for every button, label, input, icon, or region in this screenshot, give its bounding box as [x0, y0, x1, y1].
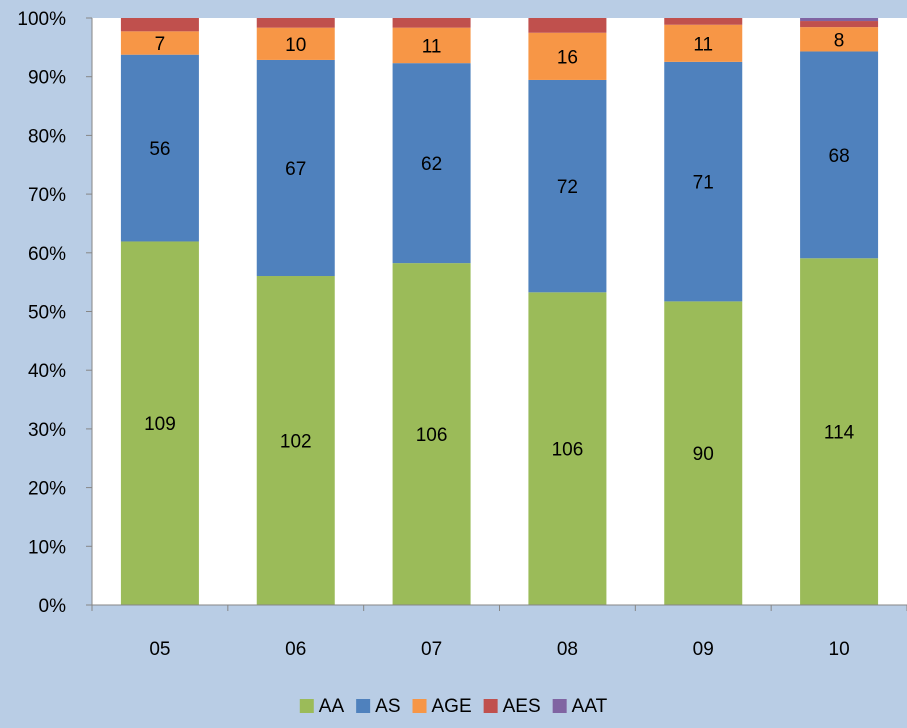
data-label-aa-05: 109	[144, 414, 176, 435]
y-tick-label: 80%	[28, 126, 66, 147]
data-label-as-09: 71	[693, 173, 714, 194]
x-tick-label-09: 09	[693, 639, 714, 660]
x-tick-label-10: 10	[829, 639, 850, 660]
y-tick-label: 50%	[28, 303, 66, 324]
data-label-aa-10: 114	[824, 423, 855, 444]
bar-aes-05	[120, 18, 199, 32]
bar-aa-09	[664, 301, 743, 605]
y-tick-label: 0%	[39, 596, 67, 617]
x-tick-label-08: 08	[557, 639, 578, 660]
data-label-aa-08: 106	[552, 440, 584, 461]
data-label-age-08: 16	[557, 47, 578, 68]
bars-group	[120, 18, 879, 606]
bar-age-07	[392, 27, 471, 64]
data-label-age-09: 11	[693, 34, 713, 55]
bar-age-08	[528, 32, 607, 80]
y-tick-label: 30%	[28, 420, 66, 441]
axes-group: 0% 10% 20% 30% 40% 50% 60% 70% 80% 90% 100% 05 06 07 0…	[17, 9, 907, 660]
legend-swatch-aat	[552, 699, 567, 713]
bar-age-06	[256, 27, 335, 60]
x-tick-label-07: 07	[421, 639, 442, 660]
legend-label-aa: AA	[319, 696, 345, 717]
data-label-aa-09: 90	[693, 444, 714, 465]
y-tick-label: 40%	[28, 361, 66, 382]
data-labels-group: 109 56 7 102 67 10 106 62 11 106 72 16 90 71 11 114 68 8	[144, 30, 855, 465]
bar-aa-07	[392, 263, 471, 605]
bar-age-05	[120, 31, 199, 55]
bar-aes-09	[664, 18, 743, 25]
plot-area	[92, 18, 907, 605]
bar-aes-06	[256, 18, 335, 28]
bar-aat-10	[800, 18, 879, 22]
y-tick-label: 100%	[17, 9, 66, 30]
bar-age-10	[800, 27, 879, 52]
bar-as-06	[256, 59, 335, 277]
bar-aa-06	[256, 276, 335, 605]
legend-swatch-aa	[299, 699, 314, 713]
x-tick-label-05: 05	[149, 639, 170, 660]
legend-label-aat: AAT	[572, 696, 608, 717]
bar-aa-10	[800, 258, 879, 605]
data-label-aa-07: 106	[416, 425, 448, 446]
legend-label-aes: AES	[503, 696, 541, 717]
data-label-age-07: 11	[422, 36, 442, 57]
data-label-as-07: 62	[421, 154, 442, 175]
bar-as-08	[528, 79, 607, 293]
y-tick-label: 90%	[28, 68, 66, 89]
legend-swatch-as	[356, 699, 371, 713]
legend-swatch-age	[412, 699, 427, 713]
data-label-age-10: 8	[834, 30, 845, 51]
data-label-as-06: 67	[285, 159, 306, 180]
bar-aa-08	[528, 292, 607, 605]
data-label-age-06: 10	[285, 35, 306, 56]
legend-label-as: AS	[375, 696, 400, 717]
bar-aes-10	[800, 21, 879, 28]
bar-as-07	[392, 63, 471, 264]
x-tick-label-06: 06	[285, 639, 306, 660]
bar-aes-08	[528, 18, 607, 33]
data-label-as-05: 56	[149, 139, 170, 160]
data-label-as-10: 68	[829, 146, 850, 167]
legend: AA AS AGE AES AAT	[299, 696, 608, 717]
legend-label-age: AGE	[432, 696, 472, 717]
bar-as-10	[800, 51, 879, 259]
bar-aa-05	[120, 241, 199, 606]
y-tick-label: 10%	[28, 537, 66, 558]
bar-as-09	[664, 61, 743, 302]
legend-swatch-aes	[483, 699, 498, 713]
y-tick-label: 70%	[28, 185, 66, 206]
y-tick-label: 60%	[28, 244, 66, 265]
data-label-age-05: 7	[155, 34, 166, 55]
bar-aes-07	[392, 18, 471, 28]
data-label-as-08: 72	[557, 177, 578, 198]
bar-as-05	[120, 54, 199, 242]
data-label-aa-06: 102	[280, 432, 312, 453]
y-tick-label: 20%	[28, 479, 66, 500]
bar-age-09	[664, 24, 743, 62]
